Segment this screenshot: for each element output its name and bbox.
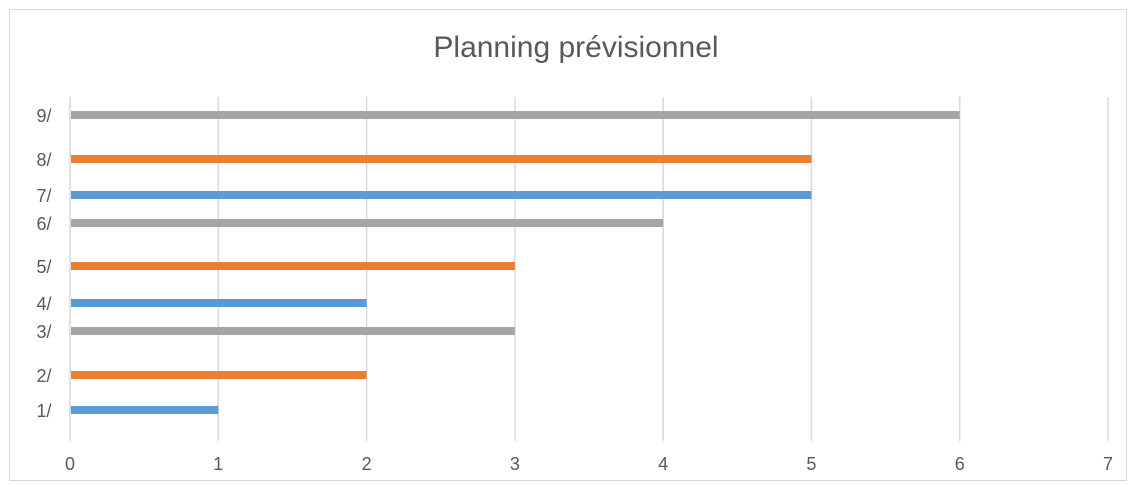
x-tick-label: 6 <box>955 454 965 474</box>
x-axis-ticks: 0 1 2 3 4 5 6 7 <box>65 454 1113 474</box>
x-tick-label: 5 <box>806 454 816 474</box>
x-tick-label: 3 <box>510 454 520 474</box>
x-tick-label: 1 <box>213 454 223 474</box>
y-category-label: 4/ <box>36 294 51 314</box>
bar-9 <box>71 111 960 119</box>
x-tick-label: 7 <box>1103 454 1113 474</box>
bar-7 <box>71 191 812 199</box>
y-category-label: 2/ <box>36 366 51 386</box>
x-tick-label: 4 <box>658 454 668 474</box>
bar-6 <box>71 219 664 227</box>
x-tick-label: 0 <box>65 454 75 474</box>
y-category-label: 3/ <box>36 322 51 342</box>
chart-title: Planning prévisionnel <box>433 31 719 64</box>
bar-5 <box>71 262 515 270</box>
bar-3 <box>71 327 515 335</box>
bar-1 <box>71 406 219 414</box>
chart-frame <box>9 9 1127 481</box>
y-category-label: 7/ <box>36 186 51 206</box>
y-category-label: 8/ <box>36 150 51 170</box>
bar-2 <box>71 371 367 379</box>
y-category-label: 6/ <box>36 214 51 234</box>
y-axis-ticks: 1/2/3/4/5/6/7/8/9/ <box>36 106 51 421</box>
bar-8 <box>71 155 812 163</box>
y-category-label: 9/ <box>36 106 51 126</box>
x-tick-label: 2 <box>362 454 372 474</box>
bars <box>71 111 960 414</box>
bar-4 <box>71 299 367 307</box>
y-category-label: 5/ <box>36 257 51 277</box>
y-category-label: 1/ <box>36 401 51 421</box>
